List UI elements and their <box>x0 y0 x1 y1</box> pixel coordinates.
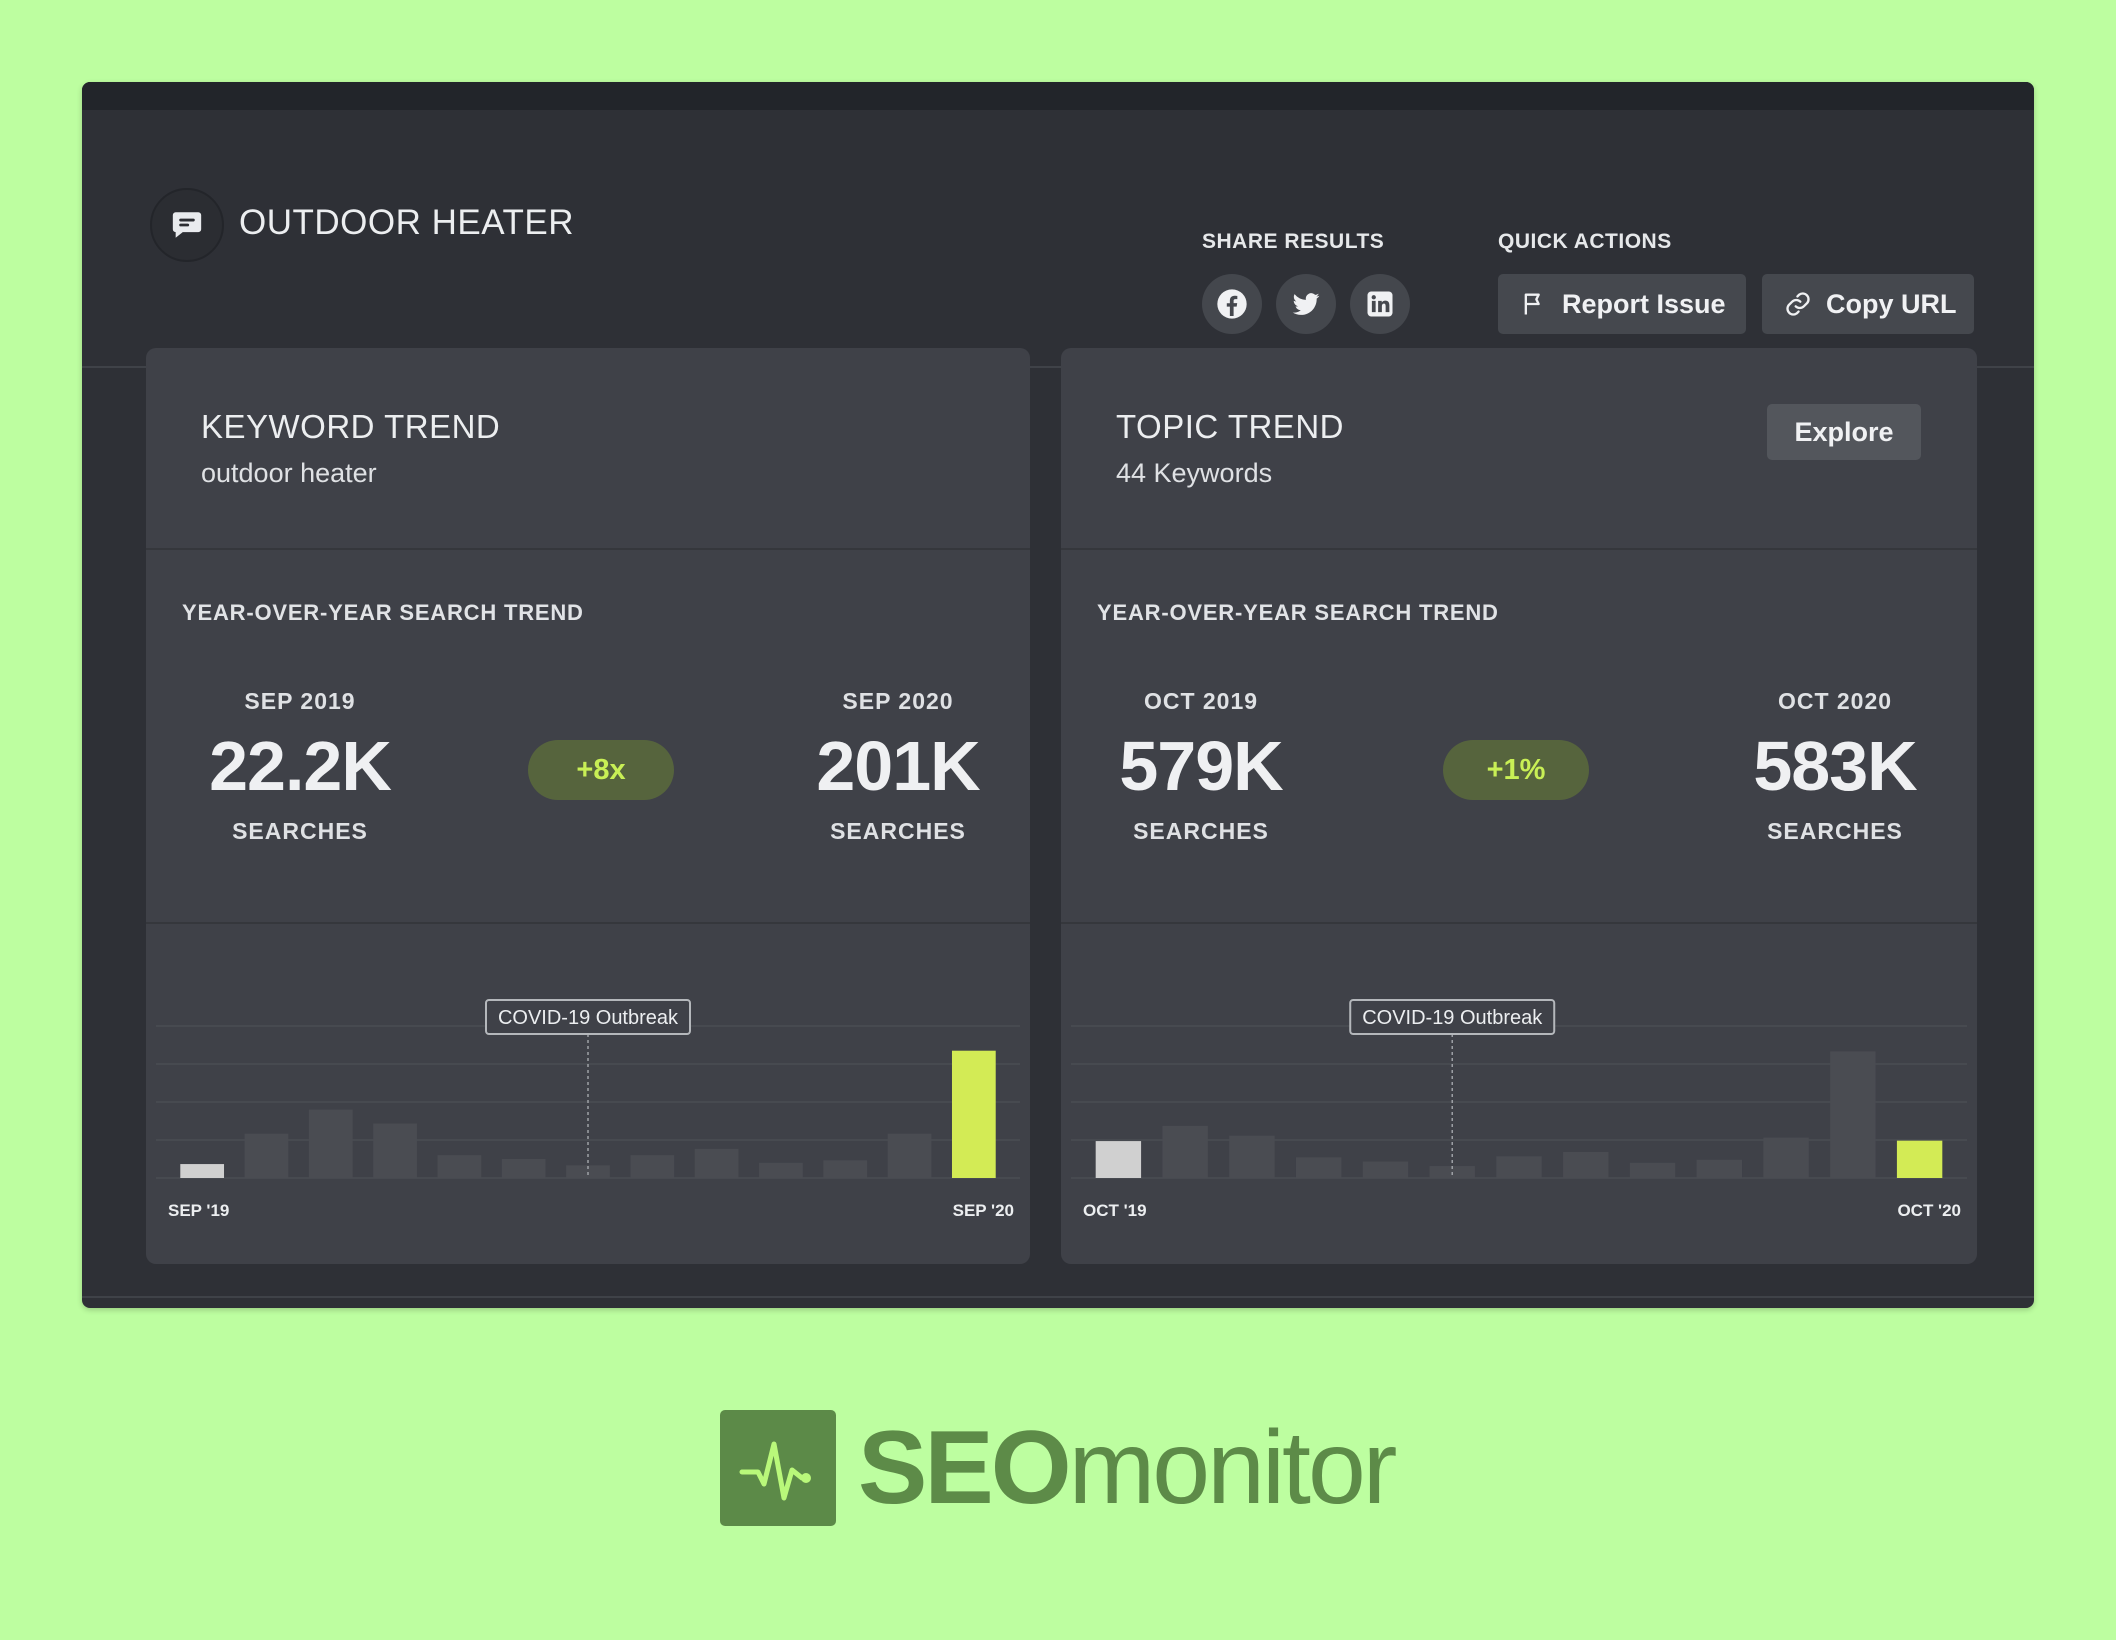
chart-bar <box>566 1165 610 1178</box>
flag-icon <box>1524 293 1540 315</box>
topic-card-header: TOPIC TREND 44 Keywords Explore <box>1061 348 1977 550</box>
chart-bar <box>951 1050 996 1178</box>
topic-end-period: OCT 2020 <box>1777 688 1893 714</box>
keyword-start-value: 22.2K <box>209 727 392 805</box>
keyword-card-divider <box>146 922 1030 924</box>
covid-marker-box <box>485 999 691 1035</box>
chart-bar <box>373 1123 417 1178</box>
topic-card-subtitle: 44 Keywords <box>1116 458 1273 488</box>
x-axis-end-label: SEP '20 <box>953 1201 1014 1220</box>
results-header: OUTDOOR HEATER SHARE RESULTS QUICK ACTIO… <box>82 110 2034 368</box>
keyword-change-badge: +8x <box>528 740 674 800</box>
report-issue-button[interactable]: Report Issue <box>1498 274 1746 334</box>
keyword-trend-card: KEYWORD TREND outdoor heater YEAR-OVER-Y… <box>146 348 1030 1264</box>
topic-start-stat: OCT 2019 579K SEARCHES <box>1081 688 1321 845</box>
logo-wordmark-light: monitor <box>1068 1410 1398 1526</box>
chart-bar <box>308 1109 353 1178</box>
report-issue-label: Report Issue <box>1562 288 1726 319</box>
covid-marker-box <box>1349 999 1556 1035</box>
chart-bar <box>1295 1157 1342 1178</box>
keyword-trend-chart: COVID-19 Outbreak SEP '19 SEP '20 <box>156 999 1020 1220</box>
keyword-start-period: SEP 2019 <box>244 688 356 714</box>
x-axis-start-label: SEP '19 <box>168 1201 229 1220</box>
topic-start-unit: SEARCHES <box>1133 818 1269 844</box>
twitter-icon <box>1292 293 1320 315</box>
keyword-start-stat: SEP 2019 22.2K SEARCHES <box>180 688 420 845</box>
facebook-share-button[interactable] <box>1202 274 1262 334</box>
topic-trend-chart: COVID-19 Outbreak OCT '19 OCT '20 <box>1071 999 1967 1220</box>
seomonitor-logo: SEOmonitor <box>720 1410 1398 1526</box>
chart-bar <box>501 1159 546 1178</box>
topic-trend-card: TOPIC TREND 44 Keywords Explore YEAR-OVE… <box>1061 348 1977 1264</box>
chart-bar <box>1095 1141 1142 1178</box>
chart-bar <box>823 1160 868 1178</box>
topic-card-title: TOPIC TREND <box>1116 408 1344 445</box>
covid-marker-label: COVID-19 Outbreak <box>498 1007 679 1029</box>
topic-end-stat: OCT 2020 583K SEARCHES <box>1715 688 1955 845</box>
chart-bar <box>630 1155 675 1178</box>
chart-bar <box>1830 1051 1876 1178</box>
logo-wordmark: SEOmonitor <box>858 1410 1398 1526</box>
chart-bar <box>1496 1156 1542 1178</box>
topic-change-badge: +1% <box>1443 740 1589 800</box>
facebook-icon <box>1217 289 1247 319</box>
chart-bar <box>1696 1159 1743 1178</box>
topic-start-value: 579K <box>1119 727 1283 805</box>
linkedin-share-button[interactable] <box>1350 274 1410 334</box>
copy-url-button[interactable]: Copy URL <box>1762 274 1974 334</box>
keyword-end-period: SEP 2020 <box>842 688 954 714</box>
keyword-end-value: 201K <box>816 727 980 805</box>
keyword-end-stat: SEP 2020 201K SEARCHES <box>778 688 1018 845</box>
topic-end-unit: SEARCHES <box>1767 818 1903 844</box>
copy-url-label: Copy URL <box>1826 288 1957 319</box>
chart-bar <box>1362 1161 1409 1178</box>
chat-icon <box>150 188 224 262</box>
panel-bottom-divider <box>82 1296 2034 1298</box>
chart-bar <box>1162 1125 1208 1178</box>
keyword-end-unit: SEARCHES <box>830 818 966 844</box>
chart-bar <box>437 1155 482 1178</box>
chart-bar <box>1563 1151 1609 1178</box>
keyword-card-title: KEYWORD TREND <box>201 408 501 445</box>
explore-button[interactable]: Explore <box>1767 404 1921 460</box>
chart-bar <box>180 1164 225 1178</box>
panel-top-strip <box>82 82 2034 110</box>
chart-bar <box>759 1162 803 1178</box>
chart-bar <box>694 1148 739 1178</box>
chart-bar <box>1896 1140 1943 1178</box>
keyword-card-subtitle: outdoor heater <box>201 458 377 488</box>
keyword-start-unit: SEARCHES <box>232 818 368 844</box>
chart-bar <box>1629 1162 1676 1178</box>
page-title: OUTDOOR HEATER <box>239 203 574 242</box>
topic-yoy-label: YEAR-OVER-YEAR SEARCH TREND <box>1097 600 1499 625</box>
chart-bar <box>1229 1135 1275 1178</box>
topic-start-period: OCT 2019 <box>1143 688 1259 714</box>
chart-bar <box>1763 1137 1809 1178</box>
results-panel: OUTDOOR HEATER SHARE RESULTS QUICK ACTIO… <box>82 82 2034 1308</box>
x-axis-start-label: OCT '19 <box>1083 1201 1147 1220</box>
logo-wordmark-bold: SEO <box>858 1410 1072 1526</box>
x-axis-end-label: OCT '20 <box>1897 1201 1961 1220</box>
pulse-logo-icon <box>720 1410 836 1526</box>
chart-bar <box>244 1133 289 1178</box>
topic-card-divider <box>1061 922 1977 924</box>
keyword-yoy-label: YEAR-OVER-YEAR SEARCH TREND <box>182 600 584 625</box>
chart-bar <box>887 1133 932 1178</box>
linkedin-icon <box>1367 291 1393 317</box>
share-results-label: SHARE RESULTS <box>1202 230 1385 253</box>
keyword-card-header: KEYWORD TREND outdoor heater <box>146 348 1030 550</box>
link-icon <box>1786 292 1810 316</box>
topic-end-value: 583K <box>1753 727 1917 805</box>
quick-actions-label: QUICK ACTIONS <box>1498 230 1672 253</box>
twitter-share-button[interactable] <box>1276 274 1336 334</box>
covid-marker-label: COVID-19 Outbreak <box>1362 1007 1543 1029</box>
